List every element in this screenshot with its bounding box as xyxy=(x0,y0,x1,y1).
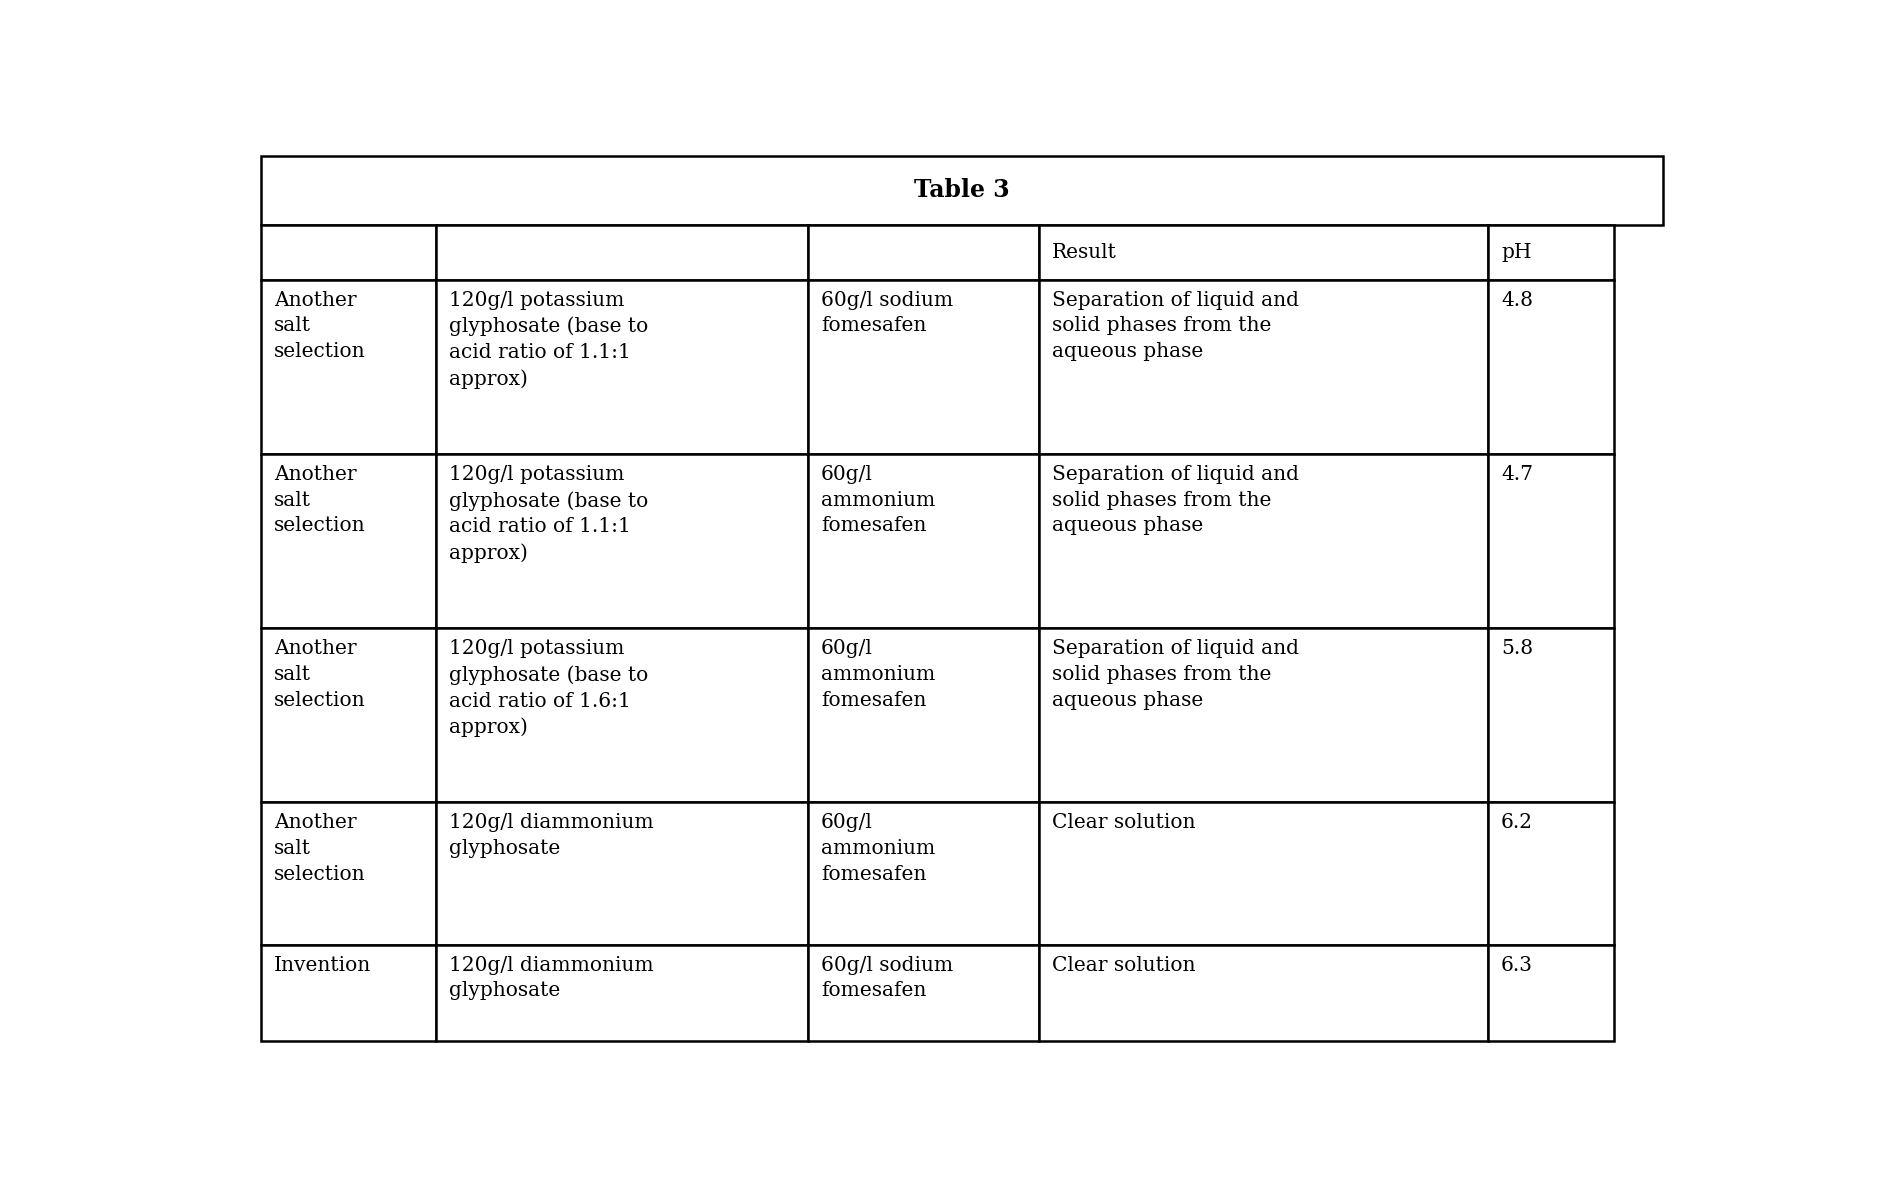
Bar xyxy=(261,156,1663,225)
Bar xyxy=(1040,944,1488,1040)
Bar xyxy=(1488,454,1614,628)
Text: Separation of liquid and
solid phases from the
aqueous phase: Separation of liquid and solid phases fr… xyxy=(1053,465,1299,536)
Bar xyxy=(435,628,807,802)
Text: 5.8: 5.8 xyxy=(1502,639,1534,658)
Text: 60g/l
ammonium
fomesafen: 60g/l ammonium fomesafen xyxy=(820,465,935,536)
Bar xyxy=(1040,628,1488,802)
Text: Another
salt
selection: Another salt selection xyxy=(274,290,366,361)
Text: 120g/l diammonium
glyphosate: 120g/l diammonium glyphosate xyxy=(449,955,653,1000)
Bar xyxy=(261,225,435,280)
Bar xyxy=(261,628,435,802)
Bar xyxy=(1040,802,1488,944)
Text: 120g/l potassium
glyphosate (base to
acid ratio of 1.1:1
approx): 120g/l potassium glyphosate (base to aci… xyxy=(449,290,648,389)
Text: 120g/l potassium
glyphosate (base to
acid ratio of 1.6:1
approx): 120g/l potassium glyphosate (base to aci… xyxy=(449,639,648,737)
Text: Another
salt
selection: Another salt selection xyxy=(274,465,366,536)
Text: Another
salt
selection: Another salt selection xyxy=(274,813,366,884)
Text: Clear solution: Clear solution xyxy=(1053,813,1196,832)
Text: 60g/l
ammonium
fomesafen: 60g/l ammonium fomesafen xyxy=(820,813,935,884)
Bar xyxy=(261,280,435,454)
Text: 4.7: 4.7 xyxy=(1502,465,1534,483)
Bar xyxy=(1488,802,1614,944)
Text: Clear solution: Clear solution xyxy=(1053,955,1196,974)
Bar xyxy=(807,280,1040,454)
Text: Invention: Invention xyxy=(274,955,372,974)
Bar xyxy=(1488,628,1614,802)
Bar xyxy=(435,280,807,454)
Bar xyxy=(1488,944,1614,1040)
Bar xyxy=(261,944,435,1040)
Text: 60g/l
ammonium
fomesafen: 60g/l ammonium fomesafen xyxy=(820,639,935,710)
Text: 6.3: 6.3 xyxy=(1502,955,1534,974)
Text: pH: pH xyxy=(1502,243,1532,262)
Bar xyxy=(435,454,807,628)
Text: 6.2: 6.2 xyxy=(1502,813,1534,832)
Bar xyxy=(807,944,1040,1040)
Text: 120g/l diammonium
glyphosate: 120g/l diammonium glyphosate xyxy=(449,813,653,858)
Text: Separation of liquid and
solid phases from the
aqueous phase: Separation of liquid and solid phases fr… xyxy=(1053,639,1299,710)
Bar xyxy=(1040,454,1488,628)
Bar xyxy=(435,225,807,280)
Text: Separation of liquid and
solid phases from the
aqueous phase: Separation of liquid and solid phases fr… xyxy=(1053,290,1299,361)
Bar xyxy=(1488,280,1614,454)
Bar xyxy=(261,454,435,628)
Bar xyxy=(261,802,435,944)
Bar xyxy=(807,454,1040,628)
Bar xyxy=(435,944,807,1040)
Text: Another
salt
selection: Another salt selection xyxy=(274,639,366,710)
Text: 4.8: 4.8 xyxy=(1502,290,1534,309)
Text: 60g/l sodium
fomesafen: 60g/l sodium fomesafen xyxy=(820,290,954,335)
Text: Result: Result xyxy=(1053,243,1117,262)
Bar xyxy=(1040,225,1488,280)
Bar xyxy=(435,802,807,944)
Bar xyxy=(807,628,1040,802)
Text: 60g/l sodium
fomesafen: 60g/l sodium fomesafen xyxy=(820,955,954,1000)
Bar xyxy=(1040,280,1488,454)
Bar xyxy=(807,225,1040,280)
Text: 120g/l potassium
glyphosate (base to
acid ratio of 1.1:1
approx): 120g/l potassium glyphosate (base to aci… xyxy=(449,465,648,563)
Bar xyxy=(807,802,1040,944)
Text: Table 3: Table 3 xyxy=(914,178,1010,203)
Bar xyxy=(1488,225,1614,280)
